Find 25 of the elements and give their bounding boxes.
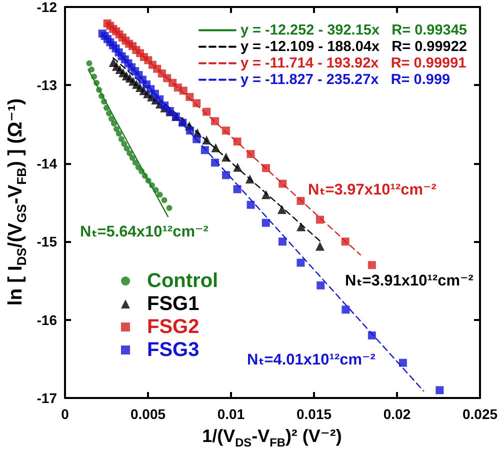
- legend-label: FSG2: [147, 316, 200, 338]
- x-tick-label: 0.02: [383, 406, 411, 422]
- annotation: Nₜ=5.64x10¹²cm⁻²: [80, 223, 208, 241]
- x-tick-label: 0.015: [296, 406, 332, 422]
- y-tick-label: -15: [36, 234, 58, 250]
- annotation: Nₜ=4.01x10¹²cm⁻²: [247, 351, 376, 369]
- y-tick-label: -12: [36, 0, 58, 15]
- legend-label: y = -12.109 - 188.04x R= 0.99922: [240, 38, 468, 55]
- legend-label: y = -11.714 - 193.92x R= 0.99991: [240, 55, 466, 72]
- annotation: Nₜ=3.97x10¹²cm⁻²: [308, 181, 436, 199]
- x-tick-label: 0.025: [462, 406, 498, 422]
- y-tick-label: -16: [36, 312, 58, 328]
- x-axis-title: 1/(V$_{DS}$-V$_{FB}$)² (V⁻²): [202, 426, 342, 450]
- y-tick-label: -17: [36, 390, 58, 406]
- y-tick-label: -14: [36, 155, 58, 172]
- legend-label: FSG1: [147, 293, 200, 315]
- legend-label: Control: [147, 270, 218, 292]
- legend-label: y = -12.252 - 392.15x R= 0.99345: [240, 22, 468, 38]
- legend-label: y = -11.827 - 235.27x R= 0.999: [240, 72, 450, 88]
- x-tick-label: 0: [61, 406, 70, 422]
- legend-label: FSG3: [147, 339, 200, 361]
- x-tick-label: 0.01: [217, 406, 245, 422]
- x-tick-label: 0.005: [130, 406, 166, 422]
- annotation: Nₜ=3.91x10¹²cm⁻²: [345, 272, 474, 290]
- y-tick-label: -13: [36, 77, 58, 94]
